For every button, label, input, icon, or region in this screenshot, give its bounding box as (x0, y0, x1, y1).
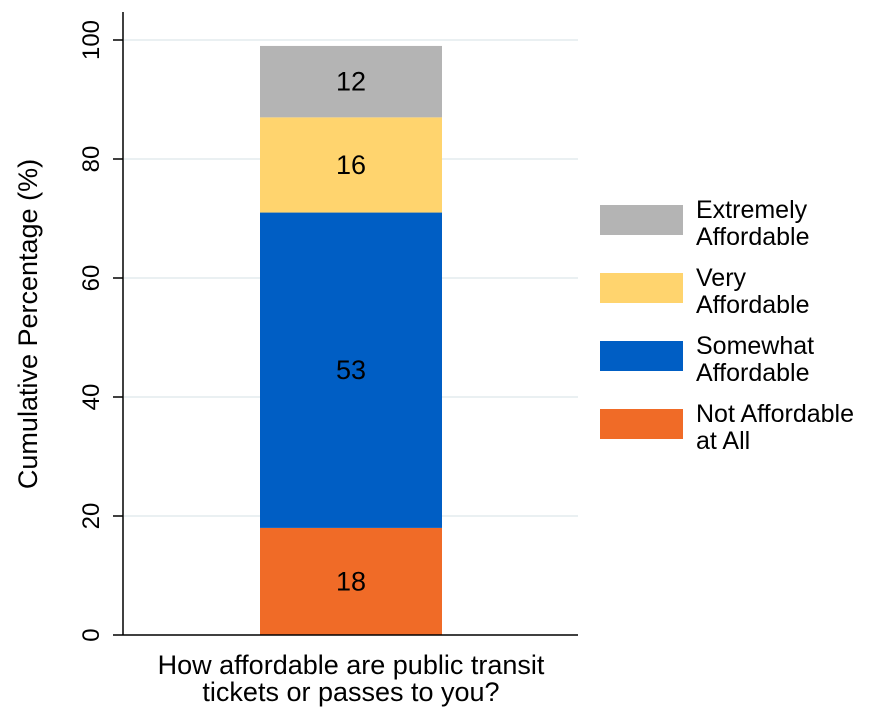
y-axis-title: Cumulative Percentage (%) (13, 159, 43, 489)
bar-segments: 18 53 16 12 (260, 45, 442, 635)
legend-label-3-line-0: Not Affordable (696, 400, 854, 428)
legend-label-2-line-1: Affordable (696, 359, 810, 387)
legend: ExtremelyAffordableVeryAffordableSomewha… (600, 196, 854, 455)
bar-segment-2 (260, 117, 442, 213)
bar-segment-label-3: 12 (336, 67, 366, 97)
y-tick-label-60: 60 (78, 265, 105, 292)
legend-swatch-0 (600, 205, 683, 235)
bar-segment-3 (260, 45, 442, 118)
legend-label-1-line-0: Very (696, 264, 747, 292)
y-tick-label-20: 20 (78, 503, 105, 530)
bar-segment-1 (260, 212, 442, 528)
legend-label-3-line-1: at All (696, 427, 750, 455)
y-tick-label-0: 0 (78, 628, 105, 641)
bar-segment-label-0: 18 (336, 566, 366, 596)
legend-label-0-line-1: Affordable (696, 223, 810, 251)
axes: 0 20 40 60 80 100 (78, 12, 578, 642)
bar-segment-0 (260, 527, 442, 635)
y-tick-label-100: 100 (78, 20, 105, 60)
x-axis-title-line-2: tickets or passes to you? (202, 677, 499, 707)
legend-swatch-3 (600, 409, 683, 439)
bar-segment-label-1: 53 (336, 355, 366, 385)
legend-swatch-1 (600, 273, 683, 303)
legend-label-0-line-0: Extremely (696, 196, 808, 224)
y-tick-label-80: 80 (78, 146, 105, 173)
x-axis-title-line-1: How affordable are public transit (158, 650, 545, 680)
legend-swatch-2 (600, 341, 683, 371)
legend-label-2-line-0: Somewhat (696, 332, 814, 360)
y-tick-label-40: 40 (78, 384, 105, 411)
legend-label-1-line-1: Affordable (696, 291, 810, 319)
bar-segment-label-2: 16 (336, 150, 366, 180)
